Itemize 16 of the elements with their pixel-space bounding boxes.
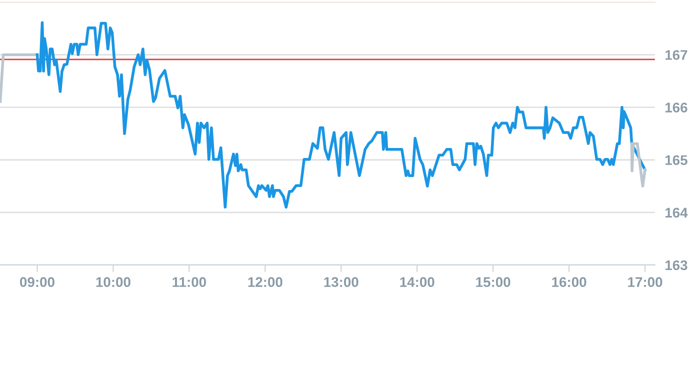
x-tick-label: 16:00 (552, 277, 586, 287)
y-tick-label: 165 (665, 155, 688, 166)
x-tick-label: 10:00 (96, 277, 130, 287)
y-tick-label: 164 (665, 208, 688, 218)
x-tick-label: 14:00 (400, 277, 434, 287)
x-tick-label: 15:00 (476, 277, 510, 287)
x-tick-label: 12:00 (248, 277, 282, 287)
line-series (630, 142, 646, 188)
x-tick-label: 13:00 (324, 277, 358, 288)
x-tick-label: 17:00 (628, 277, 662, 287)
x-tick-label: 09:00 (20, 277, 54, 287)
y-tick-label: 166 (665, 102, 688, 112)
x-tick-label: 11:00 (172, 277, 206, 287)
y-tick-label: 167 (665, 50, 688, 60)
line-series (36, 21, 646, 209)
y-tick-label: 163 (665, 260, 688, 270)
